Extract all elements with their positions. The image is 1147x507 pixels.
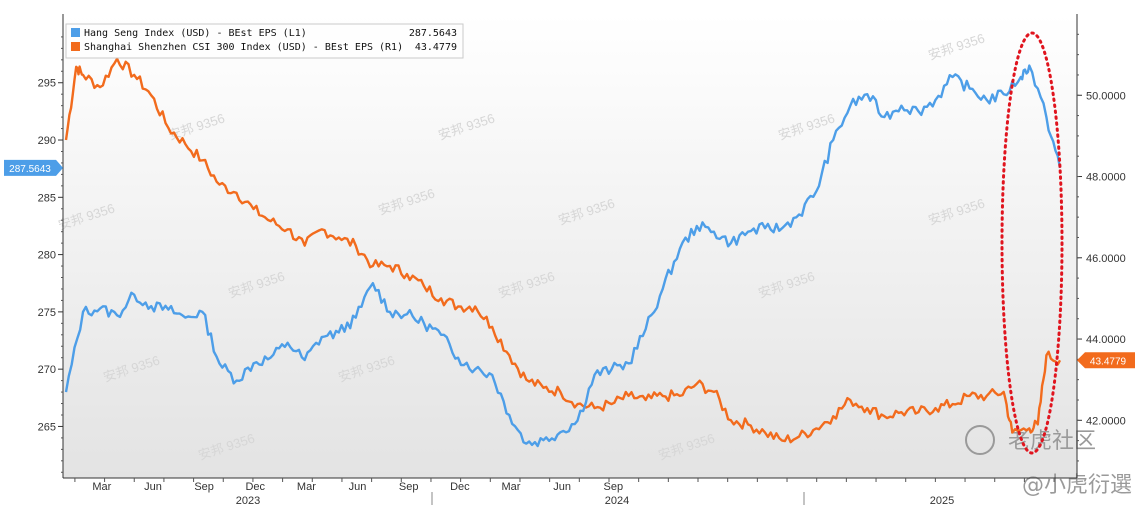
x-tick-label: Dec: [450, 481, 470, 493]
year-label: 2025: [930, 495, 954, 507]
legend-series-name: Hang Seng Index (USD) - BEst EPS (L1): [84, 28, 307, 39]
year-label: 2023: [236, 495, 260, 507]
watermark-community: 老虎社区: [1008, 429, 1096, 454]
legend-swatch: [71, 28, 80, 37]
last-value-label-csi300: 43.4779: [1090, 356, 1127, 367]
x-tick-label: Mar: [92, 481, 111, 493]
x-tick-label: Sep: [604, 481, 624, 493]
last-value-tag-hang-seng: [4, 159, 63, 176]
x-tick-label: Jun: [553, 481, 571, 493]
legend-series-name: Shanghai Shenzhen CSI 300 Index (USD) - …: [84, 42, 403, 53]
legend-swatch: [71, 42, 80, 51]
x-tick-label: Dec: [245, 481, 265, 493]
left-tick-label: 280: [38, 250, 56, 262]
year-label: 2024: [605, 495, 629, 507]
series-line-hang-seng: [64, 64, 1062, 448]
x-tick-label: Mar: [297, 481, 316, 493]
right-tick-label: 42.0000: [1086, 415, 1126, 427]
x-tick-label: Jun: [349, 481, 367, 493]
series-line-csi300: [64, 57, 1062, 444]
x-tick-label: Jun: [144, 481, 162, 493]
legend-last-value: 43.4779: [415, 42, 457, 53]
x-tick-label: Sep: [399, 481, 419, 493]
legend-last-value: 287.5643: [409, 28, 457, 39]
left-tick-label: 285: [38, 192, 56, 204]
left-tick-label: 290: [38, 135, 56, 147]
right-tick-label: 46.0000: [1086, 253, 1126, 265]
right-tick-label: 48.0000: [1086, 172, 1126, 184]
watermark-logo-icon: [965, 425, 995, 455]
last-value-tag-csi300: [1077, 352, 1135, 369]
left-tick-label: 270: [38, 364, 56, 376]
x-tick-label: Mar: [502, 481, 521, 493]
last-value-label-hang-seng: 287.5643: [9, 164, 51, 175]
left-tick-label: 295: [38, 78, 56, 90]
right-tick-label: 50.0000: [1086, 90, 1126, 102]
left-tick-label: 275: [38, 307, 56, 319]
left-tick-label: 265: [38, 421, 56, 433]
right-tick-label: 44.0000: [1086, 334, 1126, 346]
highlight-ellipse: [1000, 31, 1064, 455]
x-tick-label: Sep: [194, 481, 214, 493]
legend-box: [65, 23, 464, 59]
